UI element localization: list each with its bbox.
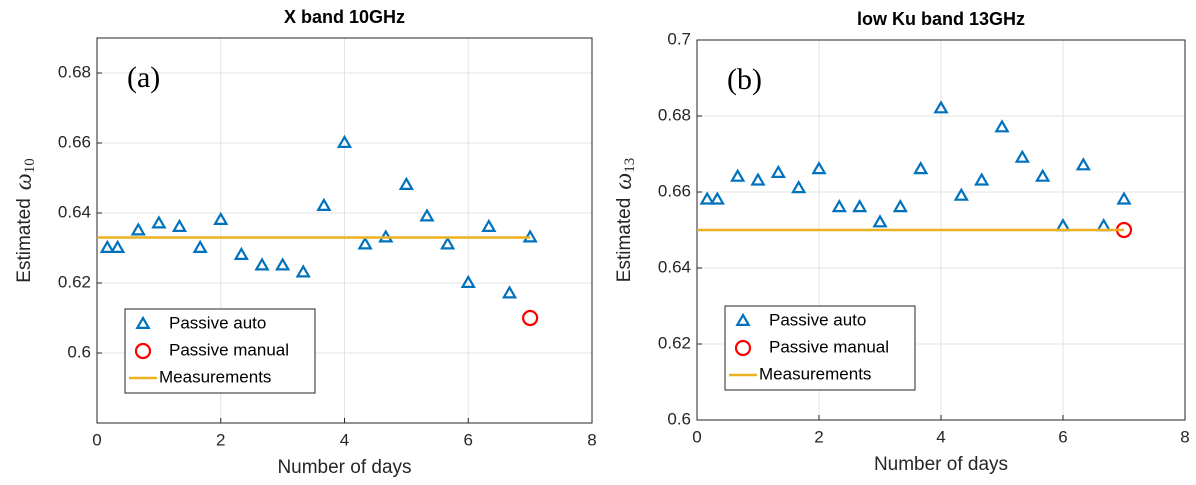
axes-box [96, 37, 593, 424]
chart: 0 2 4 6 8 0.6 0.62 0.64 0.66 0.68 X band 10GHz Numb… [11, 7, 597, 478]
point [481, 218, 497, 232]
y-tick-label: 0.6 [67, 342, 91, 361]
point [233, 246, 249, 260]
point [730, 168, 746, 182]
x-tick-label: 4 [936, 427, 945, 446]
point [831, 198, 847, 213]
y-tick-label: 0.62 [658, 333, 691, 352]
y-label-symbol: ω [11, 173, 37, 190]
legend-swatch [735, 312, 751, 326]
point [501, 285, 518, 299]
x-tick-label: 0 [92, 430, 101, 449]
legend-label: Measurements [759, 364, 871, 383]
point [994, 119, 1010, 133]
y-axis-label: Estimated ω13 [611, 158, 639, 282]
point [254, 257, 270, 271]
point [110, 239, 126, 253]
point [872, 214, 888, 228]
x-tick-label: 8 [587, 430, 596, 449]
point [357, 236, 373, 250]
point [791, 179, 807, 194]
point [1035, 168, 1051, 182]
y-tick-label: 0.7 [667, 29, 691, 48]
point [522, 309, 539, 327]
x-axis-label: Number of days [874, 454, 1008, 475]
y-label-text: Estimated [614, 198, 635, 282]
point [295, 264, 311, 278]
y-tick-label: 0.64 [58, 202, 91, 221]
legend-swatch [734, 339, 752, 357]
point [460, 274, 476, 288]
y-tick-label: 0.62 [58, 272, 91, 291]
point [811, 160, 827, 175]
point [419, 208, 435, 222]
legend-swatch [134, 342, 152, 360]
y-tick-label: 0.68 [58, 62, 91, 81]
point [1116, 191, 1132, 205]
point [852, 198, 868, 213]
panel-label: (b) [727, 63, 762, 96]
point [913, 160, 929, 175]
legend-label: Measurements [159, 367, 271, 386]
y-tick-label: 0.66 [658, 181, 691, 200]
y-tick-label: 0.68 [658, 105, 691, 124]
point [699, 191, 715, 205]
x-tick-label: 6 [464, 430, 473, 449]
point [130, 222, 146, 236]
point [398, 176, 414, 190]
point [440, 236, 456, 250]
y-label-subscript: 13 [622, 158, 638, 173]
legend-label: Passive manual [169, 340, 289, 359]
point [1014, 149, 1030, 163]
point [316, 197, 332, 211]
point [770, 164, 786, 178]
x-tick-label: 6 [1058, 427, 1067, 446]
chart-title: low Ku band 13GHz [857, 9, 1025, 29]
chart: 0 2 4 6 8 0.6 0.62 0.64 0.66 0.68 0.7 low Ku band 1… [611, 9, 1190, 475]
point [892, 198, 908, 213]
point [750, 172, 766, 186]
legend-label: Passive auto [169, 313, 266, 332]
y-tick-label: 0.64 [658, 257, 691, 276]
point [933, 100, 949, 114]
point [213, 211, 229, 225]
x-tick-label: 2 [216, 430, 225, 449]
point [709, 191, 725, 205]
legend-label: Passive manual [769, 337, 889, 356]
point [336, 134, 353, 148]
point [953, 187, 969, 201]
y-axis-label: Estimated ω10 [11, 158, 39, 282]
point [171, 218, 188, 232]
point [1075, 157, 1091, 171]
point [974, 172, 990, 186]
point [192, 239, 208, 253]
x-tick-label: 4 [340, 430, 349, 449]
chart-title: X band 10GHz [284, 7, 405, 27]
x-axis-label: Number of days [277, 457, 411, 478]
point [151, 215, 167, 229]
x-tick-label: 0 [692, 427, 701, 446]
y-tick-label: 0.6 [667, 409, 691, 428]
y-label-symbol: ω [611, 173, 637, 190]
x-tick-label: 8 [1180, 427, 1189, 446]
legend-label: Passive auto [769, 310, 866, 329]
y-label-subscript: 10 [22, 158, 38, 173]
y-label-text: Estimated [14, 198, 35, 282]
point [99, 239, 115, 253]
x-tick-label: 2 [814, 427, 823, 446]
point [275, 257, 291, 271]
y-tick-label: 0.66 [58, 132, 91, 151]
panel-label: (a) [127, 61, 160, 94]
legend-swatch [135, 315, 151, 329]
